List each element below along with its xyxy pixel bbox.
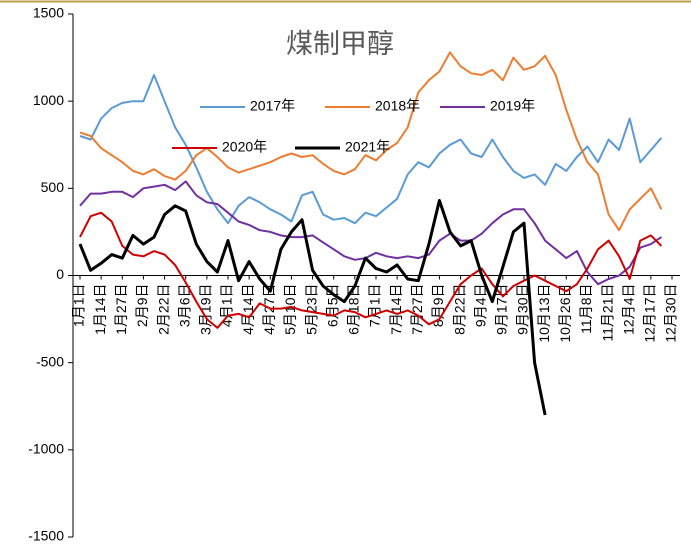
x-tick-label: 1月14日 — [92, 284, 108, 335]
y-tick-label: -500 — [36, 353, 64, 369]
x-tick-label: 4月14日 — [240, 284, 256, 335]
legend-label: 2019年 — [490, 98, 535, 114]
y-tick-label: 1000 — [33, 92, 64, 108]
x-tick-label: 7月1日 — [367, 284, 383, 328]
series-line — [79, 51, 663, 232]
y-tick-label: 1500 — [33, 5, 64, 21]
x-tick-label: 6月5日 — [324, 284, 340, 328]
x-tick-label: 9月4日 — [472, 284, 488, 328]
x-tick-label: 9月30日 — [515, 284, 531, 335]
x-tick-label: 4月1日 — [219, 284, 235, 328]
x-tick-label: 8月22日 — [451, 284, 467, 335]
legend-label: 2017年 — [250, 98, 295, 114]
x-tick-label: 5月10日 — [282, 284, 298, 335]
x-tick-label: 2月22日 — [155, 284, 171, 335]
legend-label: 2021年 — [345, 139, 390, 155]
x-tick-label: 9月17日 — [494, 284, 510, 335]
x-tick-label: 12月4日 — [620, 284, 636, 335]
y-tick-label: -1500 — [28, 528, 64, 544]
x-tick-label: 12月17日 — [642, 284, 658, 343]
legend-label: 2020年 — [222, 139, 267, 155]
y-tick-label: 0 — [56, 266, 64, 282]
x-tick-label: 4月27日 — [261, 284, 277, 335]
x-tick-label: 2月9日 — [134, 284, 150, 328]
y-tick-label: -1000 — [28, 441, 64, 457]
x-tick-label: 7月14日 — [388, 284, 404, 335]
x-tick-label: 10月26日 — [557, 284, 573, 343]
series-line — [79, 74, 663, 225]
series-line — [79, 180, 662, 286]
x-tick-label: 12月30日 — [663, 284, 679, 343]
x-tick-label: 10月13日 — [536, 284, 552, 343]
chart-title: 煤制甲醇 — [286, 29, 394, 59]
x-tick-label: 1月1日 — [71, 284, 87, 328]
x-tick-label: 11月21日 — [599, 284, 615, 342]
y-tick-label: 500 — [41, 179, 65, 195]
legend-label: 2018年 — [375, 98, 420, 114]
series-line — [79, 211, 663, 329]
x-tick-label: 6月18日 — [346, 284, 362, 335]
x-tick-label: 7月27日 — [409, 284, 425, 335]
series-line — [78, 199, 547, 416]
x-tick-label: 3月6日 — [176, 284, 192, 328]
x-tick-label: 11月8日 — [578, 284, 594, 334]
x-tick-label: 1月27日 — [113, 284, 129, 335]
x-tick-label: 5月23日 — [303, 284, 319, 335]
